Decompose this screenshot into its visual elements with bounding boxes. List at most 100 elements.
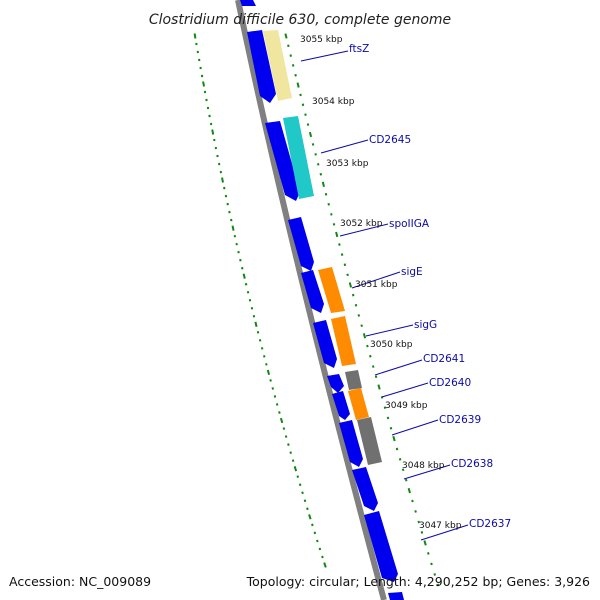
forward-gene-arrow[interactable]: [301, 270, 324, 313]
ruler-tick: [231, 225, 235, 231]
forward-gene-arrow[interactable]: [247, 30, 276, 103]
ruler-tick: [278, 411, 281, 414]
ruler-tick: [346, 273, 349, 277]
gene-box-sigE[interactable]: [318, 267, 345, 313]
ruler-tick: [407, 487, 411, 494]
forward-gene-arrow[interactable]: [240, 0, 256, 6]
kbp-label: 3053 kbp: [326, 159, 369, 169]
leader-line-CD2645: [320, 139, 369, 154]
forward-gene-arrow[interactable]: [364, 511, 398, 582]
forward-gene-arrow[interactable]: [339, 420, 363, 467]
gene-box-ftsZ[interactable]: [263, 30, 292, 101]
gene-label-CD2640[interactable]: CD2640: [429, 377, 471, 389]
ruler-tick: [357, 314, 361, 317]
ruler-tick: [301, 103, 305, 107]
kbp-label: 3049 kbp: [385, 401, 428, 411]
ruler-tick: [248, 298, 252, 302]
ruler-tick: [241, 266, 244, 270]
ruler-tick: [266, 369, 271, 376]
ruler-tick: [256, 330, 260, 334]
ruler-tick: [228, 210, 231, 214]
ruler-tick: [233, 234, 237, 238]
ruler-tick: [414, 510, 417, 513]
ruler-tick: [311, 523, 314, 527]
ruler-tick: [223, 186, 226, 190]
ruler-tick: [332, 223, 336, 226]
ruler-tick: [250, 306, 254, 310]
gene-box-CD2645[interactable]: [283, 116, 314, 199]
ruler-tick: [298, 483, 302, 487]
ruler-tick: [303, 499, 307, 503]
ruler-tick: [291, 459, 295, 462]
ruler-tick: [343, 263, 347, 267]
ruler-tick: [323, 562, 327, 568]
ruler-tick: [296, 82, 300, 88]
leader-line-ftsZ: [300, 50, 349, 62]
leader-line-CD2639: [391, 419, 439, 436]
ruler-tick: [321, 555, 324, 559]
ruler-tick: [291, 64, 295, 67]
gene-label-ftsZ[interactable]: ftsZ: [349, 43, 369, 55]
ruler-tick: [427, 552, 430, 555]
gene-label-CD2641[interactable]: CD2641: [423, 353, 465, 365]
ruler-tick: [289, 451, 292, 454]
gene-label-CD2637[interactable]: CD2637: [469, 518, 511, 530]
ruler-tick: [330, 213, 333, 216]
kbp-label: 3047 kbp: [419, 521, 462, 531]
ruler-tick: [252, 314, 256, 318]
ruler-tick: [304, 113, 307, 116]
ruler-tick: [314, 153, 317, 156]
ruler-tick: [239, 258, 242, 262]
ruler-tick: [254, 321, 258, 327]
ruler-tick: [263, 355, 266, 358]
ruler-tick: [338, 243, 341, 246]
ruler-tick: [327, 202, 330, 206]
gene-box-CD2641[interactable]: [345, 370, 362, 390]
gene-label-CD2638[interactable]: CD2638: [451, 458, 493, 470]
colored-gene-boxes: [263, 30, 382, 465]
gene-label-spoIIGA[interactable]: spoIIGA: [389, 218, 430, 230]
forward-gene-arrow[interactable]: [332, 391, 350, 420]
ruler-tick: [237, 250, 240, 254]
ruler-tick: [296, 475, 300, 478]
ruler-tick: [284, 33, 288, 39]
ruler-tick: [211, 129, 215, 135]
gene-box-CD2639[interactable]: [357, 417, 382, 465]
ruler-tick: [269, 379, 272, 382]
ruler-tick: [284, 435, 288, 438]
ruler-tick: [242, 273, 246, 279]
ruler-tick: [335, 231, 339, 238]
gene-label-CD2645[interactable]: CD2645: [369, 134, 411, 146]
forward-gene-arrow[interactable]: [265, 121, 300, 201]
ruler-tick: [411, 499, 414, 503]
ruler-tick: [430, 562, 433, 566]
gene-box-CD2640[interactable]: [348, 388, 369, 420]
ruler-tick: [351, 293, 355, 297]
ruler-tick: [316, 163, 320, 166]
ruler-tick: [275, 403, 279, 406]
ruler-tick: [369, 354, 372, 358]
ruler-tick: [306, 507, 309, 511]
kbp-label: 3050 kbp: [370, 340, 413, 350]
ruler-tick: [301, 491, 304, 495]
forward-gene-arrow[interactable]: [352, 467, 378, 511]
gene-label-CD2639[interactable]: CD2639: [439, 414, 481, 426]
gene-label-sigG[interactable]: sigG: [414, 319, 437, 331]
ruler-tick: [420, 531, 424, 534]
ruler-tick: [362, 333, 367, 339]
ruler-tick: [360, 324, 363, 327]
gene-label-sigE[interactable]: sigE: [401, 266, 423, 278]
ruler-tick: [293, 466, 298, 472]
ruler-tick: [217, 162, 221, 166]
ruler-tick: [319, 172, 323, 176]
accession-text: Accession: NC_009089: [9, 574, 151, 589]
forward-gene-arrow[interactable]: [388, 592, 404, 600]
forward-gene-arrow[interactable]: [327, 374, 344, 393]
kbp-label: 3048 kbp: [402, 461, 445, 471]
forward-gene-arrow[interactable]: [288, 217, 314, 271]
ruler-tick: [287, 44, 290, 48]
gene-box-sigG[interactable]: [331, 316, 356, 366]
ruler-tick: [308, 131, 313, 138]
ruler-tick: [423, 540, 427, 546]
forward-gene-arrow[interactable]: [313, 320, 337, 368]
